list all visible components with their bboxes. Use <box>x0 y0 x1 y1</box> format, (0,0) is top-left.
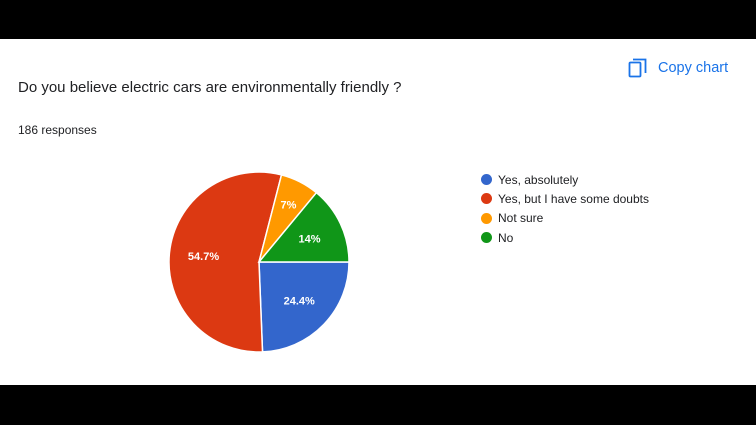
legend-item-no[interactable]: No <box>481 228 649 247</box>
pie-slice-yes-but-i-have-some-doubts[interactable] <box>168 171 283 353</box>
slice-label-no: 14% <box>298 233 320 245</box>
chart-legend: Yes, absolutely Yes, but I have some doub… <box>481 170 649 247</box>
legend-label: Not sure <box>498 211 544 226</box>
copy-chart-label: Copy chart <box>658 60 729 76</box>
pie-slice-yes-absolutely[interactable] <box>258 261 350 353</box>
legend-swatch <box>481 193 492 205</box>
legend-label: No <box>498 230 514 245</box>
slice-label-yes-absolutely: 24.4% <box>284 296 315 308</box>
question-title: Do you believe electric cars are environ… <box>18 79 402 96</box>
copy-chart-button[interactable]: Copy chart <box>628 58 728 78</box>
legend-swatch <box>481 232 492 244</box>
legend-label: Yes, absolutely <box>498 172 579 187</box>
legend-item-yes-but-i-have-some-doubts[interactable]: Yes, but I have some doubts <box>481 189 649 208</box>
legend-swatch <box>481 174 492 186</box>
legend-item-yes-absolutely[interactable]: Yes, absolutely <box>481 170 649 189</box>
chart-card: Do you believe electric cars are environ… <box>0 39 756 385</box>
copy-icon <box>628 58 647 78</box>
legend-label: Yes, but I have some doubts <box>498 191 649 206</box>
slice-label-yes-but-i-have-some-doubts: 54.7% <box>188 251 219 263</box>
slice-label-not-sure: 7% <box>281 199 297 211</box>
legend-swatch <box>481 212 492 224</box>
legend-item-not-sure[interactable]: Not sure <box>481 209 649 228</box>
pie-chart: 24.4% 54.7% 7% 14% <box>168 171 350 353</box>
pie-slice-no[interactable] <box>257 191 350 263</box>
response-count: 186 responses <box>18 123 97 137</box>
